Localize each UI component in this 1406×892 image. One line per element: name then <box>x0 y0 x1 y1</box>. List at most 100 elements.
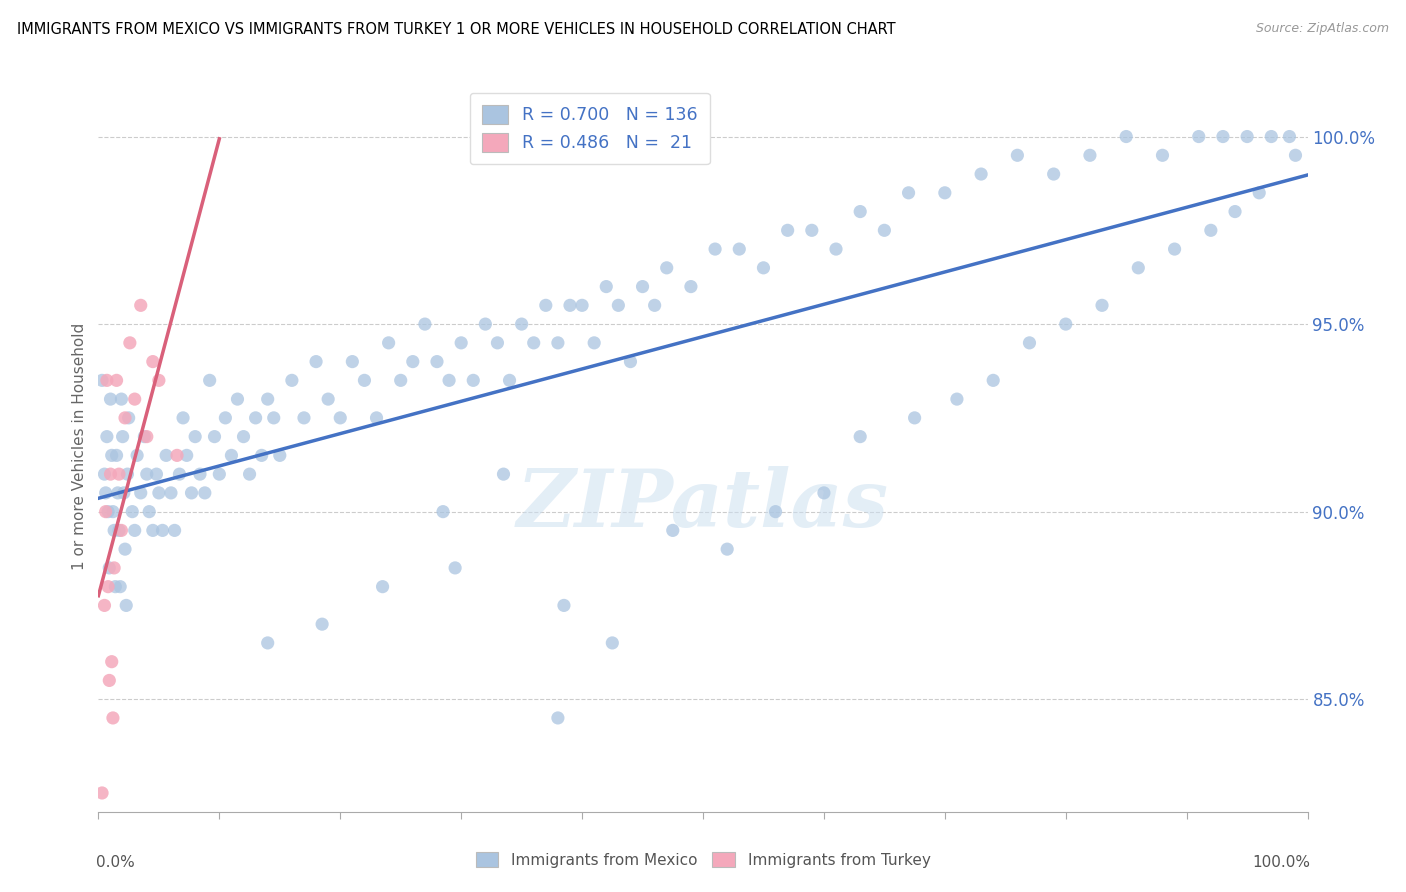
Legend: Immigrants from Mexico, Immigrants from Turkey: Immigrants from Mexico, Immigrants from … <box>470 846 936 873</box>
Point <box>316 392 339 406</box>
Point <box>204 429 226 443</box>
Point <box>523 335 546 350</box>
Point <box>108 524 131 538</box>
Point <box>474 317 496 331</box>
Point <box>160 486 183 500</box>
Point <box>371 580 394 594</box>
Point <box>98 673 121 688</box>
Point <box>245 410 267 425</box>
Point <box>96 373 118 387</box>
Point <box>94 505 117 519</box>
Point <box>305 354 328 368</box>
Point <box>124 524 146 538</box>
Point <box>110 392 132 406</box>
Point <box>1278 129 1301 144</box>
Point <box>101 711 124 725</box>
Point <box>402 354 425 368</box>
Point <box>444 561 467 575</box>
Point <box>311 617 333 632</box>
Point <box>1163 242 1185 256</box>
Point <box>111 429 134 443</box>
Point <box>97 580 120 594</box>
Point <box>716 542 738 557</box>
Point <box>108 580 131 594</box>
Point <box>114 410 136 425</box>
Point <box>112 486 135 500</box>
Point <box>142 354 165 368</box>
Point <box>1091 298 1114 312</box>
Point <box>450 335 472 350</box>
Point <box>110 524 132 538</box>
Point <box>825 242 848 256</box>
Point <box>1115 129 1137 144</box>
Point <box>849 429 872 443</box>
Point <box>91 373 114 387</box>
Point <box>1188 129 1211 144</box>
Point <box>239 467 262 482</box>
Point <box>117 467 139 482</box>
Point <box>97 505 120 519</box>
Point <box>1128 260 1150 275</box>
Point <box>463 373 485 387</box>
Point <box>180 486 202 500</box>
Text: 100.0%: 100.0% <box>1253 855 1310 870</box>
Point <box>534 298 557 312</box>
Point <box>1152 148 1174 162</box>
Text: ZIPatlas: ZIPatlas <box>517 466 889 543</box>
Point <box>366 410 388 425</box>
Point <box>115 599 138 613</box>
Point <box>704 242 727 256</box>
Point <box>172 410 194 425</box>
Point <box>118 335 141 350</box>
Point <box>547 335 569 350</box>
Point <box>142 524 165 538</box>
Point <box>194 486 217 500</box>
Point <box>169 467 191 482</box>
Point <box>176 449 198 463</box>
Point <box>970 167 993 181</box>
Point <box>100 392 122 406</box>
Point <box>498 373 520 387</box>
Point <box>595 279 617 293</box>
Point <box>121 505 143 519</box>
Point <box>145 467 167 482</box>
Legend: R = 0.700   N = 136, R = 0.486   N =  21: R = 0.700 N = 136, R = 0.486 N = 21 <box>470 93 710 164</box>
Point <box>1078 148 1101 162</box>
Point <box>553 599 575 613</box>
Point <box>292 410 315 425</box>
Y-axis label: 1 or more Vehicles in Household: 1 or more Vehicles in Household <box>72 322 87 570</box>
Point <box>342 354 364 368</box>
Point <box>329 410 352 425</box>
Point <box>163 524 186 538</box>
Point <box>377 335 399 350</box>
Point <box>631 279 654 293</box>
Point <box>1054 317 1077 331</box>
Point <box>107 486 129 500</box>
Point <box>432 505 454 519</box>
Point <box>602 636 624 650</box>
Point <box>148 486 170 500</box>
Point <box>510 317 533 331</box>
Point <box>100 449 122 463</box>
Point <box>679 279 702 293</box>
Point <box>492 467 515 482</box>
Point <box>800 223 823 237</box>
Text: 0.0%: 0.0% <box>96 855 135 870</box>
Point <box>1249 186 1271 200</box>
Point <box>1199 223 1222 237</box>
Point <box>571 298 593 312</box>
Point <box>486 335 509 350</box>
Point <box>214 410 236 425</box>
Point <box>127 449 149 463</box>
Point <box>849 204 872 219</box>
Point <box>256 636 278 650</box>
Point <box>250 449 273 463</box>
Point <box>93 599 115 613</box>
Point <box>166 449 188 463</box>
Point <box>114 542 136 557</box>
Point <box>184 429 207 443</box>
Point <box>1223 204 1246 219</box>
Point <box>269 449 291 463</box>
Point <box>1042 167 1064 181</box>
Point <box>904 410 927 425</box>
